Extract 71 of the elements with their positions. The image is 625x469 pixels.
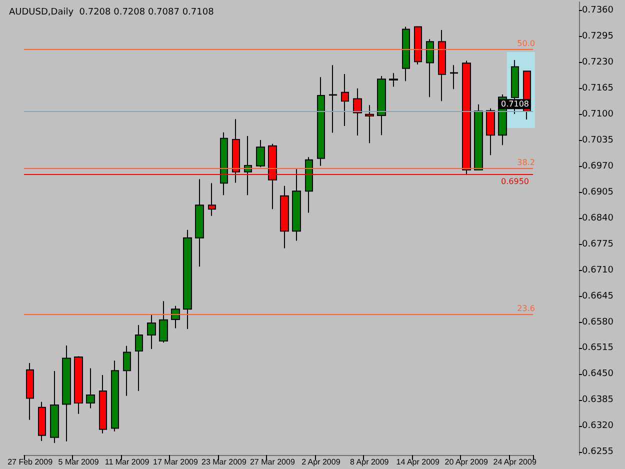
y-tick-label: 0.6320 — [582, 421, 614, 432]
candlestick — [123, 345, 131, 396]
candlestick — [474, 104, 483, 171]
x-tick-label: 27 Feb 2009 — [8, 458, 54, 466]
x-tick-label: 24 Apr 2009 — [493, 458, 537, 466]
y-tick-label: 0.7295 — [582, 31, 614, 42]
y-tick-label: 0.7230 — [582, 57, 614, 68]
x-tick-label: 17 Mar 2009 — [153, 458, 198, 466]
x-tick-label: 14 Apr 2009 — [396, 458, 440, 466]
candlestick — [62, 344, 71, 442]
y-tick-label: 0.6515 — [582, 343, 614, 354]
y-tick-label: 0.6450 — [582, 369, 614, 380]
candlestick — [195, 178, 204, 268]
candlestick — [38, 401, 46, 442]
y-tick-label: 0.6255 — [582, 447, 614, 458]
candlestick — [377, 75, 386, 136]
text: AUDUSD,Daily 0.7208 0.7208 0.7087 0.7108 — [9, 8, 214, 18]
candlestick — [365, 104, 374, 144]
y-tick-label: 0.6580 — [582, 317, 614, 328]
candlestick — [450, 64, 458, 90]
candlestick — [220, 132, 228, 196]
candlestick — [135, 324, 143, 392]
annotation: 23.6 — [517, 304, 535, 313]
candlestick — [159, 300, 168, 344]
annotation: 50.0 — [517, 38, 535, 48]
y-tick-label: 0.7100 — [582, 109, 614, 120]
y-tick-label: 0.6775 — [582, 239, 614, 250]
candlestick — [183, 229, 192, 330]
candlestick — [99, 374, 107, 434]
candlestick — [74, 356, 83, 414]
x-tick-label: 27 Mar 2009 — [250, 458, 296, 466]
candlestick — [292, 168, 301, 242]
y-tick-label: 0.7360 — [582, 5, 614, 16]
candlestick — [317, 76, 325, 166]
y-tick-label: 0.6710 — [582, 265, 614, 276]
x-tick-label: 11 Mar 2009 — [104, 458, 150, 466]
candlestick — [305, 156, 313, 214]
y-tick-label: 0.7035 — [582, 135, 614, 146]
candlestick — [171, 305, 180, 329]
x-tick-label: 2 Apr 2009 — [302, 458, 341, 466]
y-tick-label: 0.7165 — [582, 83, 614, 94]
candlestick — [486, 108, 495, 156]
y-tick-label: 0.6645 — [582, 291, 614, 302]
ref-line-label: 0.7108 — [501, 100, 529, 109]
x-tick-label: 23 Mar 2009 — [202, 458, 247, 466]
candlestick — [50, 370, 59, 444]
annotation: 38.2 — [517, 158, 535, 167]
candlestick — [402, 26, 410, 82]
ref-line-label: 0.6950 — [501, 176, 529, 186]
y-tick-label: 0.6905 — [582, 187, 614, 198]
candlestick — [341, 73, 349, 126]
candlestick — [414, 26, 422, 65]
x-tick-label: 20 Apr 2009 — [444, 458, 488, 466]
candlestick — [389, 72, 398, 88]
candlestick — [26, 362, 34, 420]
x-tick-label: 5 Mar 2009 — [58, 458, 100, 466]
candlestick — [438, 29, 446, 102]
candlestick — [426, 38, 434, 98]
y-tick-label: 0.6840 — [582, 213, 614, 224]
y-tick-label: 0.6385 — [582, 395, 614, 406]
candlestick — [208, 182, 216, 216]
candlestick — [147, 314, 156, 350]
candlestick — [86, 368, 95, 409]
candlestick — [329, 64, 337, 134]
candlestick — [280, 185, 289, 249]
candlestick — [244, 135, 252, 196]
y-tick-label: 0.6970 — [582, 161, 614, 172]
x-tick-label: 8 Apr 2009 — [350, 458, 390, 466]
candlestick — [256, 139, 265, 168]
candlestick — [111, 360, 119, 432]
candlestick — [353, 88, 362, 136]
